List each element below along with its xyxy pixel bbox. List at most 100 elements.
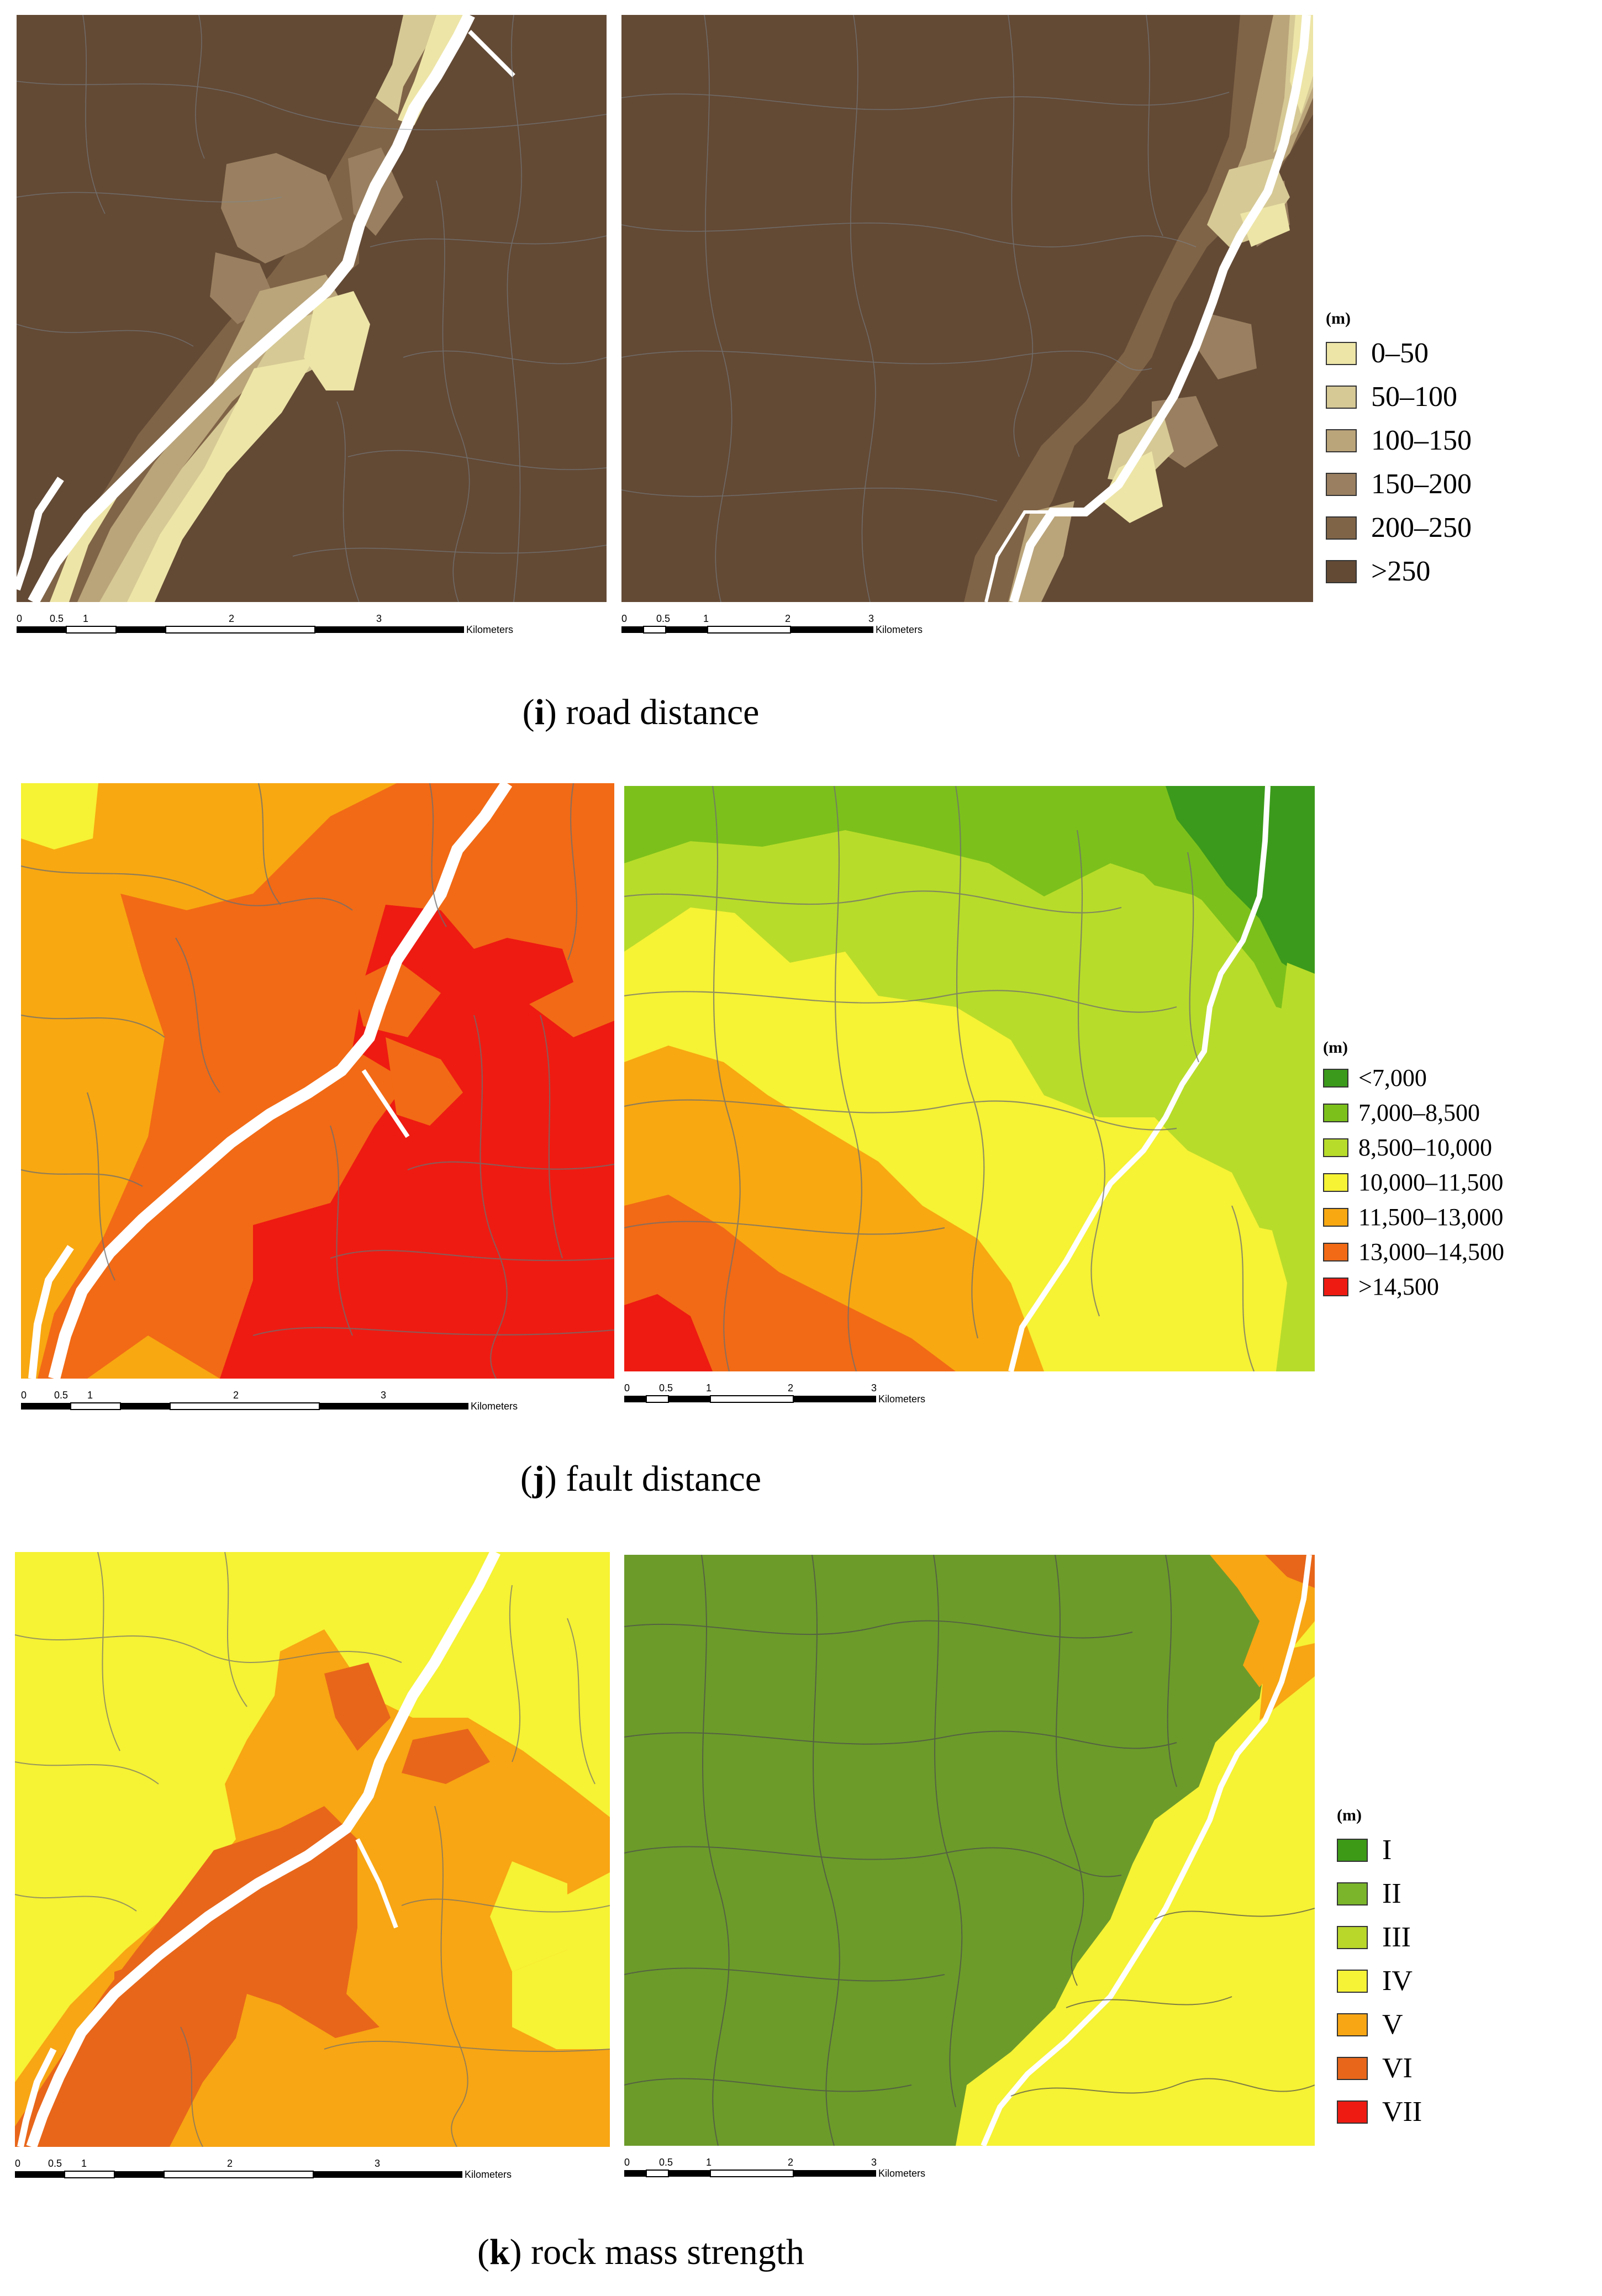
legend-swatch — [1323, 1173, 1348, 1192]
legend-swatch — [1323, 1103, 1348, 1122]
legend-swatch — [1326, 385, 1357, 409]
legend-item: V — [1337, 2003, 1422, 2046]
scale-bar-j-left: 0 0.5 1 2 3 Kilometers — [21, 1379, 518, 1417]
map-rock-mass-strength-right — [624, 1555, 1315, 2146]
legend-item: 100–150 — [1326, 419, 1472, 462]
legend-swatch — [1337, 1925, 1368, 1949]
scale-bar-k-left: 0 0.5 1 2 3 Kilometers — [15, 2147, 512, 2186]
legend-item: >250 — [1326, 550, 1472, 593]
legend-label: >250 — [1371, 556, 1431, 587]
legend-label: 11,500–13,000 — [1358, 1204, 1504, 1231]
scale-bar-k-right: 0 0.5 1 2 3 Kilometers — [624, 2146, 978, 2184]
legend-swatch — [1326, 472, 1357, 496]
scale-tick: 2 — [788, 2157, 793, 2168]
scale-tick: 0 — [15, 2158, 20, 2169]
scale-tick: 3 — [376, 613, 382, 624]
scale-tick: 0.5 — [659, 1382, 673, 1394]
caption-letter: i — [534, 692, 545, 732]
legend-item: IV — [1337, 1959, 1422, 2003]
legend-label: >14,500 — [1358, 1273, 1439, 1300]
caption-letter: j — [532, 1459, 545, 1499]
map-fault-distance-right — [624, 786, 1315, 1371]
legend-swatch — [1337, 1882, 1368, 1906]
legend-title: (m) — [1337, 1806, 1362, 1824]
legend-item: 10,000–11,500 — [1323, 1165, 1504, 1200]
legend-swatch — [1323, 1242, 1348, 1262]
scale-bar-i-left: 0 0.5 1 2 3 Kilometers — [17, 602, 514, 641]
scale-tick: 0.5 — [659, 2157, 673, 2168]
legend-item: 8,500–10,000 — [1323, 1130, 1504, 1165]
scale-tick: 3 — [871, 1382, 877, 1394]
scale-unit: Kilometers — [878, 2168, 925, 2179]
legend-swatch — [1323, 1207, 1348, 1227]
scale-tick: 1 — [706, 2157, 712, 2168]
scale-tick: 2 — [785, 613, 791, 624]
scale-tick: 1 — [706, 1382, 712, 1394]
legend-label: 150–200 — [1371, 468, 1472, 500]
legend-swatch — [1326, 560, 1357, 583]
caption-rock-mass-strength: (k) rock mass strength — [477, 2232, 805, 2272]
legend-item: II — [1337, 1872, 1422, 1915]
scale-tick: 2 — [788, 1382, 793, 1394]
legend-item: 150–200 — [1326, 462, 1472, 506]
scale-bar-j-right: 0 0.5 1 2 3 Kilometers — [624, 1371, 978, 1410]
legend-label: <7,000 — [1358, 1064, 1427, 1091]
legend-label: 13,000–14,500 — [1358, 1238, 1504, 1265]
map-fault-distance-left — [21, 783, 614, 1379]
legend-label: I — [1382, 1834, 1392, 1866]
scale-tick: 0.5 — [656, 613, 670, 624]
map-road-distance-left — [17, 15, 607, 602]
legend-item: 11,500–13,000 — [1323, 1200, 1504, 1234]
scale-tick: 0 — [624, 1382, 630, 1394]
scale-tick: 0 — [21, 1390, 27, 1401]
scale-tick: 1 — [83, 613, 88, 624]
scale-tick: 0 — [624, 2157, 630, 2168]
legend-item: 7,000–8,500 — [1323, 1095, 1504, 1130]
scale-tick: 1 — [703, 613, 709, 624]
legend-label: 7,000–8,500 — [1358, 1099, 1480, 1126]
legend-item: VI — [1337, 2046, 1422, 2090]
legend-swatch — [1323, 1277, 1348, 1296]
scale-tick: 3 — [868, 613, 874, 624]
legend-label: VII — [1382, 2096, 1422, 2128]
caption-letter: k — [489, 2232, 510, 2272]
legend-label: V — [1382, 2009, 1403, 2040]
legend-item: 13,000–14,500 — [1323, 1234, 1504, 1269]
scale-tick: 2 — [229, 613, 234, 624]
caption-fault-distance: (j) fault distance — [520, 1459, 762, 1499]
scale-tick: 3 — [375, 2158, 380, 2169]
legend-label: 8,500–10,000 — [1358, 1134, 1492, 1161]
legend-swatch — [1337, 1838, 1368, 1862]
legend-label: 200–250 — [1371, 512, 1472, 543]
scale-tick: 3 — [381, 1390, 386, 1401]
legend-swatch — [1326, 341, 1357, 365]
legend-swatch — [1326, 516, 1357, 540]
scale-tick: 0.5 — [54, 1390, 68, 1401]
scale-tick: 0 — [621, 613, 627, 624]
scale-tick: 1 — [87, 1390, 93, 1401]
legend-swatch — [1323, 1138, 1348, 1157]
scale-tick: 2 — [233, 1390, 239, 1401]
scale-tick: 3 — [871, 2157, 877, 2168]
caption-text: road distance — [566, 692, 760, 732]
scale-tick: 1 — [81, 2158, 87, 2169]
caption-text: fault distance — [566, 1459, 762, 1499]
scale-unit: Kilometers — [465, 2169, 512, 2180]
legend-rock-mass-strength: (m) I II III IV V VI VII — [1337, 1806, 1422, 2134]
map-rock-mass-strength-left — [15, 1552, 610, 2147]
legend-label: 50–100 — [1371, 381, 1457, 413]
legend-item: 50–100 — [1326, 375, 1472, 419]
legend-swatch — [1337, 1969, 1368, 1993]
legend-fault-distance: (m) <7,000 7,000–8,500 8,500–10,000 10,0… — [1323, 1038, 1504, 1304]
scale-tick: 2 — [227, 2158, 233, 2169]
legend-item: 0–50 — [1326, 331, 1472, 375]
legend-label: 10,000–11,500 — [1358, 1169, 1504, 1196]
legend-swatch — [1323, 1068, 1348, 1088]
caption-road-distance: (i) road distance — [522, 692, 760, 732]
legend-label: III — [1382, 1922, 1411, 1953]
legend-item: I — [1337, 1828, 1422, 1872]
legend-swatch — [1337, 2013, 1368, 2036]
legend-item: <7,000 — [1323, 1060, 1504, 1095]
caption-text: rock mass strength — [531, 2232, 805, 2272]
legend-item: >14,500 — [1323, 1269, 1504, 1304]
